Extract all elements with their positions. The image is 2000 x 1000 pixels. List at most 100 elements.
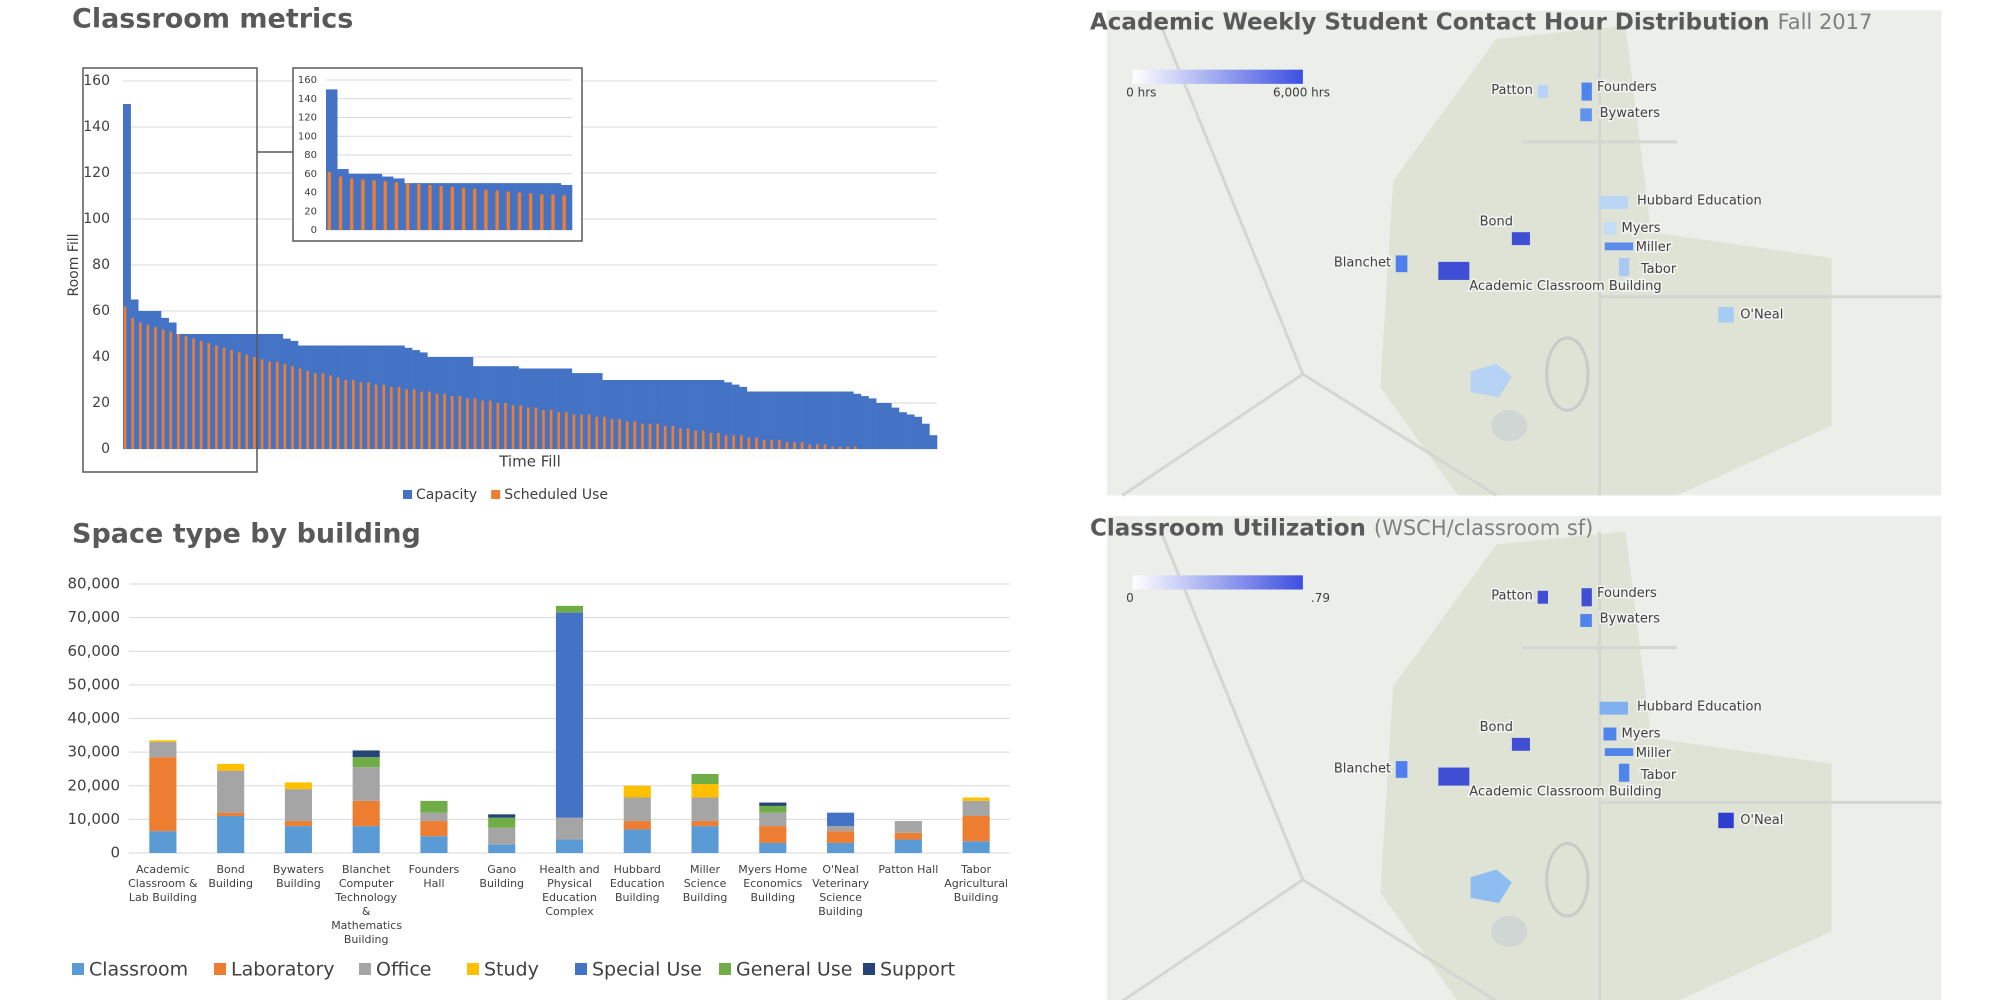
bar	[625, 421, 629, 449]
building	[1537, 85, 1548, 99]
bar	[207, 343, 211, 449]
bar	[344, 380, 348, 449]
bar-segment	[149, 757, 177, 832]
inset-bar	[381, 176, 394, 230]
building-label: Myers	[1622, 727, 1661, 742]
inset-bar	[495, 190, 499, 230]
inset-bar	[471, 183, 483, 230]
bar	[154, 327, 157, 449]
road	[1121, 372, 1304, 497]
bar	[351, 345, 360, 449]
bar-segment	[149, 742, 177, 758]
bar	[579, 373, 588, 449]
bar	[222, 347, 226, 449]
bar-segment	[691, 797, 719, 822]
bar-segment	[962, 816, 990, 842]
bar	[259, 334, 268, 449]
road	[1302, 372, 1498, 497]
building-label: Founders	[1597, 586, 1657, 601]
bar	[488, 366, 497, 449]
bar	[351, 380, 355, 449]
legend-max: 6,000 hrs	[1273, 85, 1330, 99]
bar	[169, 331, 173, 449]
bar	[298, 368, 302, 449]
chart-title: Space type by building	[72, 519, 421, 550]
bar	[709, 432, 713, 449]
y-tick-label: 10,000	[68, 810, 121, 828]
bar	[472, 366, 481, 449]
inset-bar	[338, 176, 343, 230]
bar-segment	[894, 832, 922, 840]
bar	[480, 366, 489, 449]
bar	[199, 334, 207, 449]
bar	[549, 409, 553, 449]
bar	[656, 423, 659, 449]
inset-y-tick-label: 140	[298, 94, 317, 105]
road	[1121, 878, 1304, 1000]
building-label: O'Neal	[1740, 307, 1783, 322]
building	[1618, 763, 1630, 782]
inset-bar	[449, 183, 461, 230]
legend-swatch	[72, 963, 84, 975]
bar-segment	[284, 782, 312, 790]
bar	[405, 389, 408, 449]
map-panel	[1106, 516, 1942, 1000]
bar	[427, 357, 436, 449]
legend-swatch	[491, 490, 501, 499]
bar	[906, 414, 915, 449]
building-label: O'Neal	[1740, 813, 1783, 828]
building-label: Miller	[1636, 240, 1672, 255]
bar-segment	[962, 800, 990, 817]
bar-segment	[488, 844, 516, 853]
y-tick-label: 50,000	[68, 675, 121, 693]
bar-segment	[488, 817, 516, 828]
bar-segment	[352, 750, 380, 758]
y-tick-label: 60	[92, 303, 110, 319]
bar	[221, 334, 230, 449]
legend-swatch	[359, 963, 371, 975]
x-tick-label: Bywaters Building	[272, 863, 324, 890]
y-axis-label: Room Fill	[66, 233, 82, 296]
y-tick-label: 0	[110, 844, 120, 862]
building	[1580, 614, 1592, 627]
map-subtitle: (WSCH/classroom sf)	[1374, 516, 1593, 540]
bar	[420, 391, 424, 449]
bar-segment	[420, 800, 448, 813]
bar-segment	[352, 800, 380, 827]
bar	[123, 104, 131, 449]
y-tick-label: 30,000	[68, 743, 121, 761]
bar	[214, 334, 223, 449]
bar	[580, 414, 583, 449]
inset-bar	[394, 182, 399, 230]
building	[1395, 255, 1408, 273]
building	[1604, 242, 1634, 251]
bar-segment	[691, 773, 719, 785]
bar	[465, 357, 474, 449]
bar-segment	[555, 612, 584, 818]
legend-swatch	[403, 490, 412, 499]
building	[1603, 221, 1617, 235]
bar	[519, 405, 523, 449]
bar	[145, 311, 154, 449]
bar	[808, 444, 812, 449]
bar	[694, 430, 697, 449]
bar	[542, 409, 545, 449]
bar-segment	[217, 763, 245, 771]
bar	[587, 414, 591, 449]
bar-segment	[759, 842, 787, 853]
bar	[275, 361, 279, 449]
bar	[898, 412, 907, 449]
bar-segment	[894, 821, 922, 833]
bar	[184, 336, 188, 449]
bar	[556, 368, 565, 449]
building	[1599, 701, 1628, 715]
bar	[146, 324, 150, 449]
bar	[297, 345, 306, 449]
bar-segment	[827, 831, 855, 843]
x-tick-label: Tabor Agricultural Building	[944, 863, 1008, 904]
inset-y-tick-label: 80	[304, 150, 317, 161]
inset-bar	[528, 193, 533, 230]
bar	[686, 428, 690, 449]
bar	[358, 345, 367, 449]
building-label: Bond	[1480, 214, 1513, 229]
